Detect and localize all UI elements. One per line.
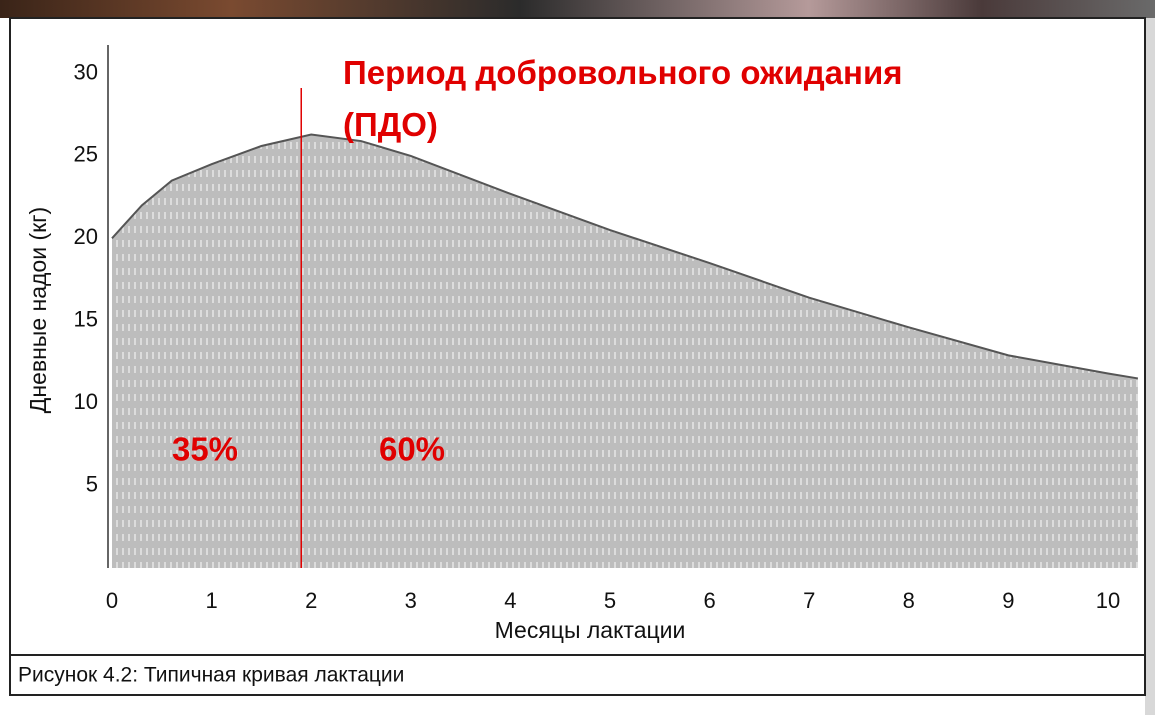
- x-axis-label: Месяцы лактации: [495, 617, 686, 643]
- x-tick-label: 9: [1002, 588, 1014, 613]
- y-tick-label: 30: [74, 59, 98, 84]
- x-tick-label: 1: [205, 588, 217, 613]
- x-tick-label: 7: [803, 588, 815, 613]
- y-tick-label: 15: [74, 307, 98, 332]
- x-tick-label: 4: [504, 588, 516, 613]
- caption: Рисунок 4.2: Типичная кривая лактации: [18, 664, 404, 687]
- y-tick-label: 25: [74, 142, 98, 167]
- x-tick-label: 6: [703, 588, 715, 613]
- y-axis-label: Дневные надои (кг): [25, 207, 51, 413]
- x-tick-label: 3: [405, 588, 417, 613]
- y-tick-label: 20: [74, 224, 98, 249]
- side-bg: [1145, 18, 1155, 715]
- x-tick-label: 10: [1096, 588, 1120, 613]
- x-tick-label: 2: [305, 588, 317, 613]
- x-tick-label: 5: [604, 588, 616, 613]
- annotation: 35%: [172, 431, 238, 468]
- annotation: 60%: [379, 431, 445, 468]
- x-tick-label: 0: [106, 588, 118, 613]
- y-tick-label: 10: [74, 389, 98, 414]
- photo-strip: [0, 0, 1155, 18]
- y-tick-label: 5: [86, 471, 98, 496]
- x-tick-label: 8: [903, 588, 915, 613]
- chart: Рисунок 4.2: Типичная кривая лактации Ме…: [0, 0, 1155, 715]
